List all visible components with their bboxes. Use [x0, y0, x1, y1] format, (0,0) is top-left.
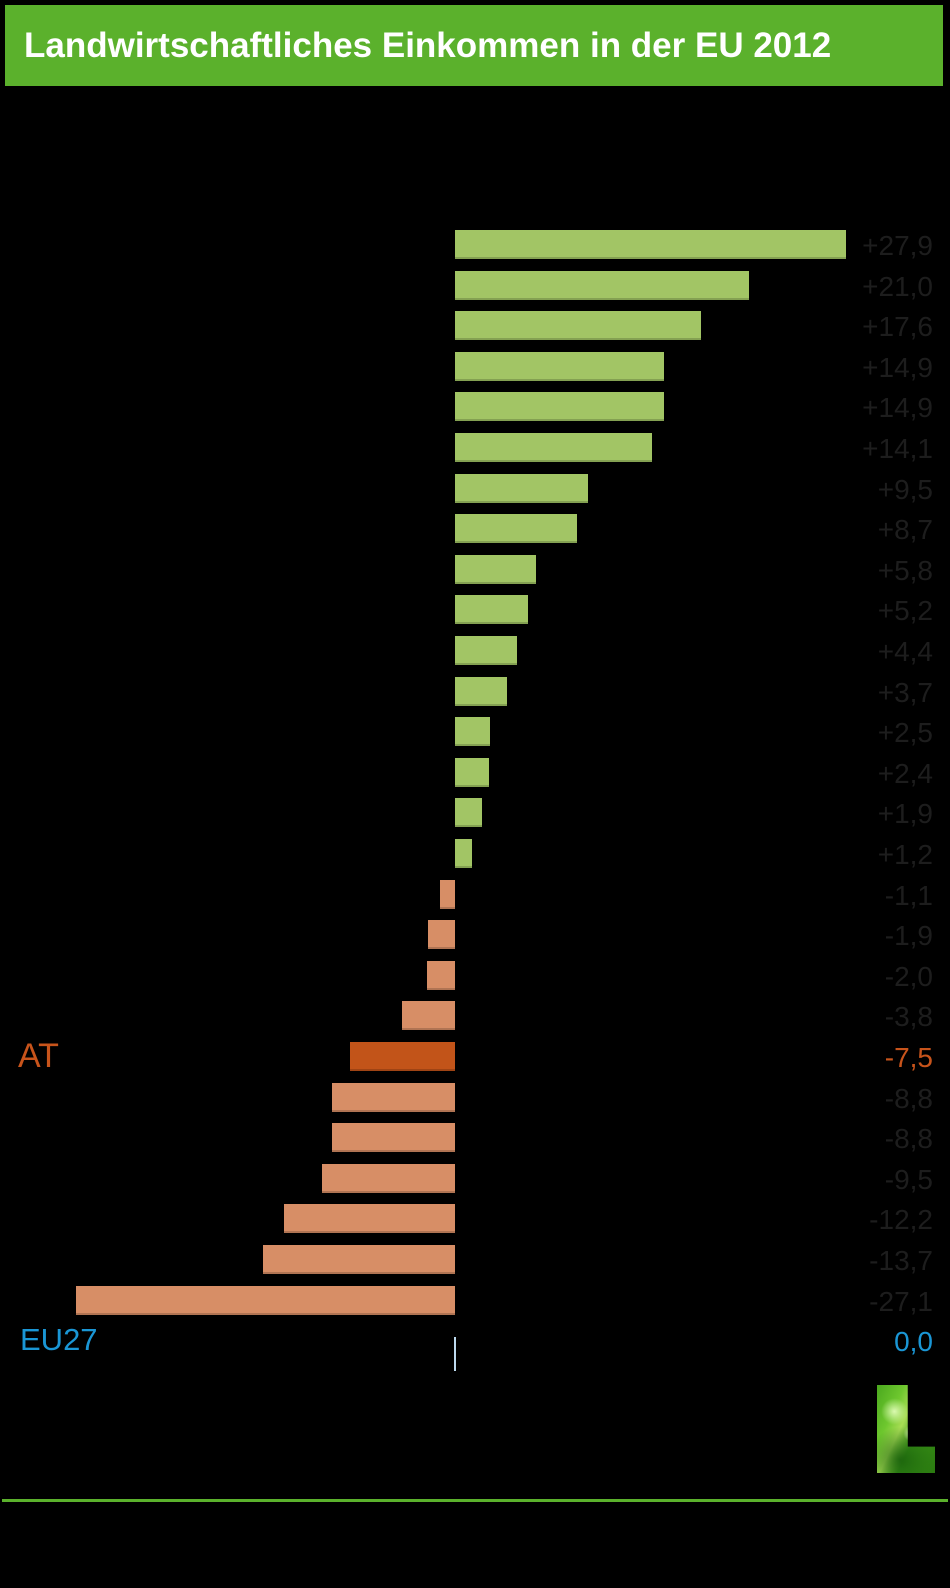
- bar-row: AT -7,5: [0, 1037, 950, 1075]
- bar: [455, 676, 507, 706]
- bar: [428, 920, 455, 950]
- bar-row: -8,8: [0, 1123, 950, 1155]
- bar-row: -12,2: [0, 1204, 950, 1236]
- value-label: +4,4: [877, 636, 933, 667]
- value-label: -3,8: [884, 1001, 933, 1033]
- bar: [322, 1163, 455, 1193]
- value-label: +1,9: [877, 798, 933, 830]
- value-label: -12,2: [869, 1204, 933, 1236]
- value-label: -9,5: [884, 1163, 933, 1195]
- bar: [263, 1245, 455, 1274]
- bar-row: -2,0: [0, 960, 950, 992]
- bar-row: +3,7: [0, 676, 950, 708]
- bar: [455, 839, 472, 868]
- bar-highlight-at: [350, 1042, 455, 1071]
- bar: [455, 433, 653, 462]
- bar-row: +4,4: [0, 636, 950, 667]
- bar-row: +14,9: [0, 351, 950, 383]
- bar-row: +5,2: [0, 595, 950, 627]
- value-label: +27,9: [862, 230, 933, 261]
- bar-row: -1,9: [0, 920, 950, 952]
- eu27-label: EU27: [20, 1322, 98, 1357]
- bar: [439, 879, 455, 909]
- value-label: -1,1: [884, 879, 933, 911]
- bar: [331, 1123, 455, 1153]
- value-label: +14,1: [862, 433, 933, 464]
- bar: [455, 798, 482, 828]
- value-label: +2,4: [877, 757, 933, 789]
- footer-divider: [2, 1499, 948, 1502]
- value-label: +9,5: [877, 473, 933, 505]
- eu27-value: 0,0: [894, 1326, 933, 1357]
- value-label: -1,9: [884, 920, 933, 952]
- bar: [331, 1082, 455, 1112]
- bar-row: -8,8: [0, 1082, 950, 1114]
- value-label: +8,7: [877, 514, 933, 546]
- bar: [427, 960, 455, 990]
- value-label: -7,5: [884, 1042, 933, 1073]
- bar-row: +14,9: [0, 392, 950, 424]
- value-label: +2,5: [877, 717, 933, 749]
- value-label: +17,6: [862, 311, 933, 343]
- bar-row: -9,5: [0, 1163, 950, 1195]
- value-label: +3,7: [877, 676, 933, 708]
- bar-row: +1,2: [0, 839, 950, 870]
- bar: [284, 1204, 455, 1234]
- bar: [455, 717, 490, 747]
- bar: [455, 636, 517, 665]
- bar-row: -27,1: [0, 1285, 950, 1317]
- bar: [455, 473, 588, 503]
- bar: [455, 595, 528, 625]
- bar-row: -1,1: [0, 879, 950, 911]
- bar: [455, 311, 702, 341]
- bar: [455, 270, 749, 300]
- bar: [455, 351, 664, 381]
- zero-axis-tick: [454, 1337, 456, 1371]
- value-label: -8,8: [884, 1123, 933, 1155]
- value-label: -27,1: [869, 1285, 933, 1317]
- value-label: +5,2: [877, 595, 933, 627]
- bar: [75, 1285, 455, 1315]
- bar-row: +2,4: [0, 757, 950, 789]
- bar-row: -13,7: [0, 1245, 950, 1276]
- bar-row: +27,9: [0, 230, 950, 261]
- bar: [455, 392, 664, 422]
- bar: [455, 514, 577, 544]
- value-label: +14,9: [862, 351, 933, 383]
- bar-row: -3,8: [0, 1001, 950, 1033]
- bar: [401, 1001, 455, 1031]
- value-label: +1,2: [877, 839, 933, 870]
- bar-row: +17,6: [0, 311, 950, 343]
- bar-row: +8,7: [0, 514, 950, 546]
- page-title: Landwirtschaftliches Einkommen in der EU…: [24, 26, 832, 65]
- bar-row: +5,8: [0, 554, 950, 586]
- bar: [455, 757, 489, 787]
- bar: [455, 554, 537, 584]
- grass-letter-l-logo-icon: [877, 1385, 935, 1473]
- value-label: +5,8: [877, 554, 933, 586]
- bar-row: +2,5: [0, 717, 950, 749]
- bar: [455, 230, 846, 259]
- title-banner: Landwirtschaftliches Einkommen in der EU…: [5, 5, 943, 86]
- bar-row: +14,1: [0, 433, 950, 464]
- bar-row: +21,0: [0, 270, 950, 302]
- bar-row: +1,9: [0, 798, 950, 830]
- value-label: -2,0: [884, 960, 933, 992]
- value-label: +21,0: [862, 270, 933, 302]
- value-label: -8,8: [884, 1082, 933, 1114]
- value-label: -13,7: [869, 1245, 933, 1276]
- bar-row: +9,5: [0, 473, 950, 505]
- country-label-at: AT: [18, 1037, 59, 1075]
- value-label: +14,9: [862, 392, 933, 424]
